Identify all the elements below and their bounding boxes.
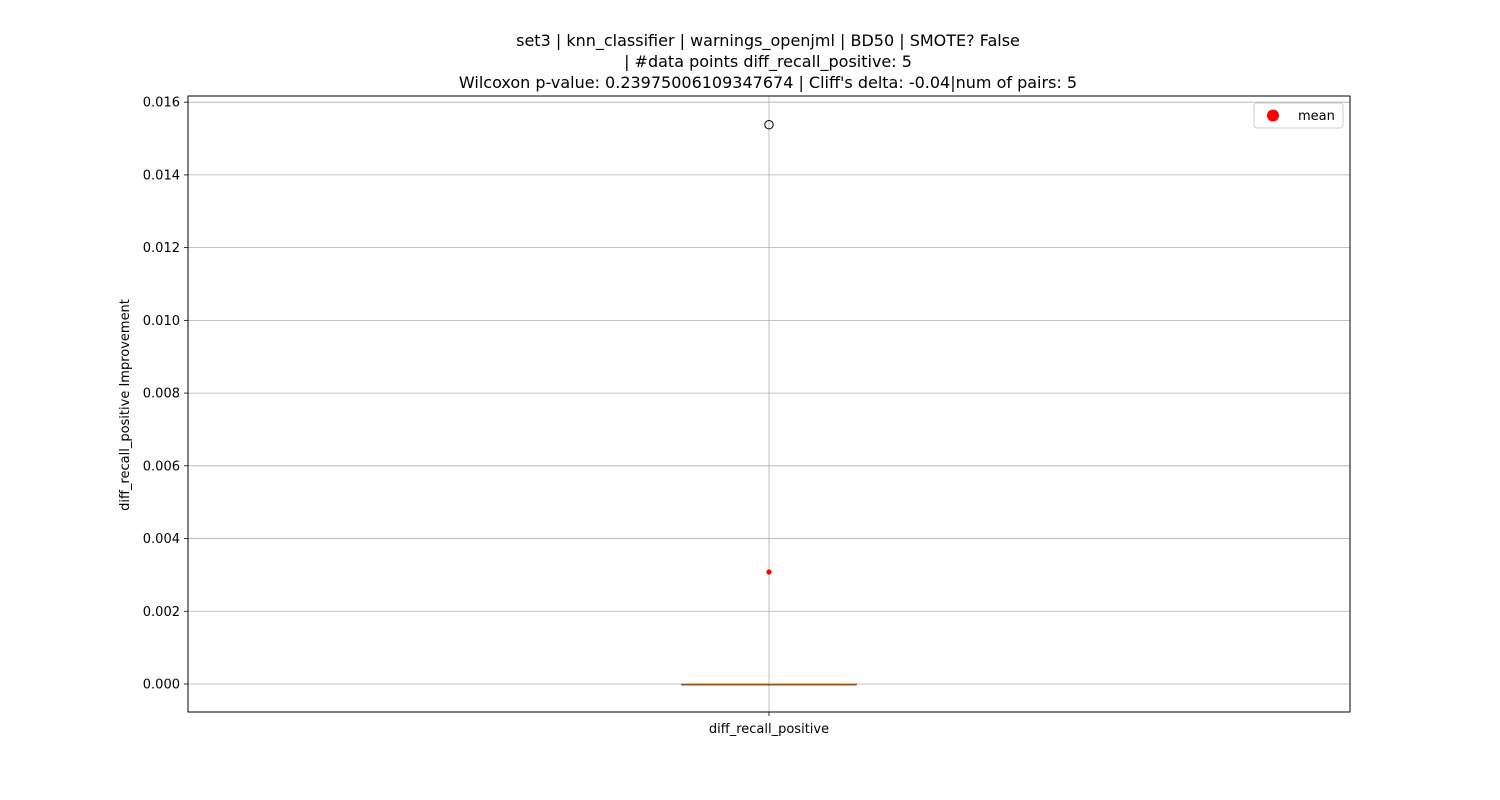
legend-frame [1253,102,1344,129]
y-tick-label: 0.002 [143,605,180,620]
chart-title-line-2: | #data points diff_recall_positive: 5 [624,52,912,72]
x-axis-ticks: diff_recall_positive [709,712,829,737]
outlier-point [764,120,774,130]
chart-title-line-3: Wilcoxon p-value: 0.23975006109347674 | … [459,73,1077,92]
y-tick-label: 0.016 [143,96,180,111]
y-axis-label: diff_recall_positive Improvement [118,299,133,511]
legend: mean [1253,102,1344,129]
y-tick-label: 0.014 [143,168,180,183]
legend-mean-label: mean [1298,109,1335,124]
y-tick-label: 0.006 [143,459,180,474]
chart-title-line-1: set3 | knn_classifier | warnings_openjml… [516,31,1020,51]
x-tick-label: diff_recall_positive [709,722,829,737]
box-plot [681,120,857,686]
y-tick-label: 0.010 [143,314,180,329]
chart-title: set3 | knn_classifier | warnings_openjml… [459,31,1077,92]
mean-point [766,569,772,575]
y-axis-ticks: 0.000 0.002 0.004 0.006 0.008 0.010 0.012 0.014… [143,96,188,693]
y-tick-label: 0.004 [143,532,180,547]
y-tick-label: 0.008 [143,387,180,402]
y-tick-label: 0.000 [143,678,180,693]
grid-lines [188,96,1350,712]
legend-mean-marker [1267,109,1279,122]
y-tick-label: 0.012 [143,241,180,256]
